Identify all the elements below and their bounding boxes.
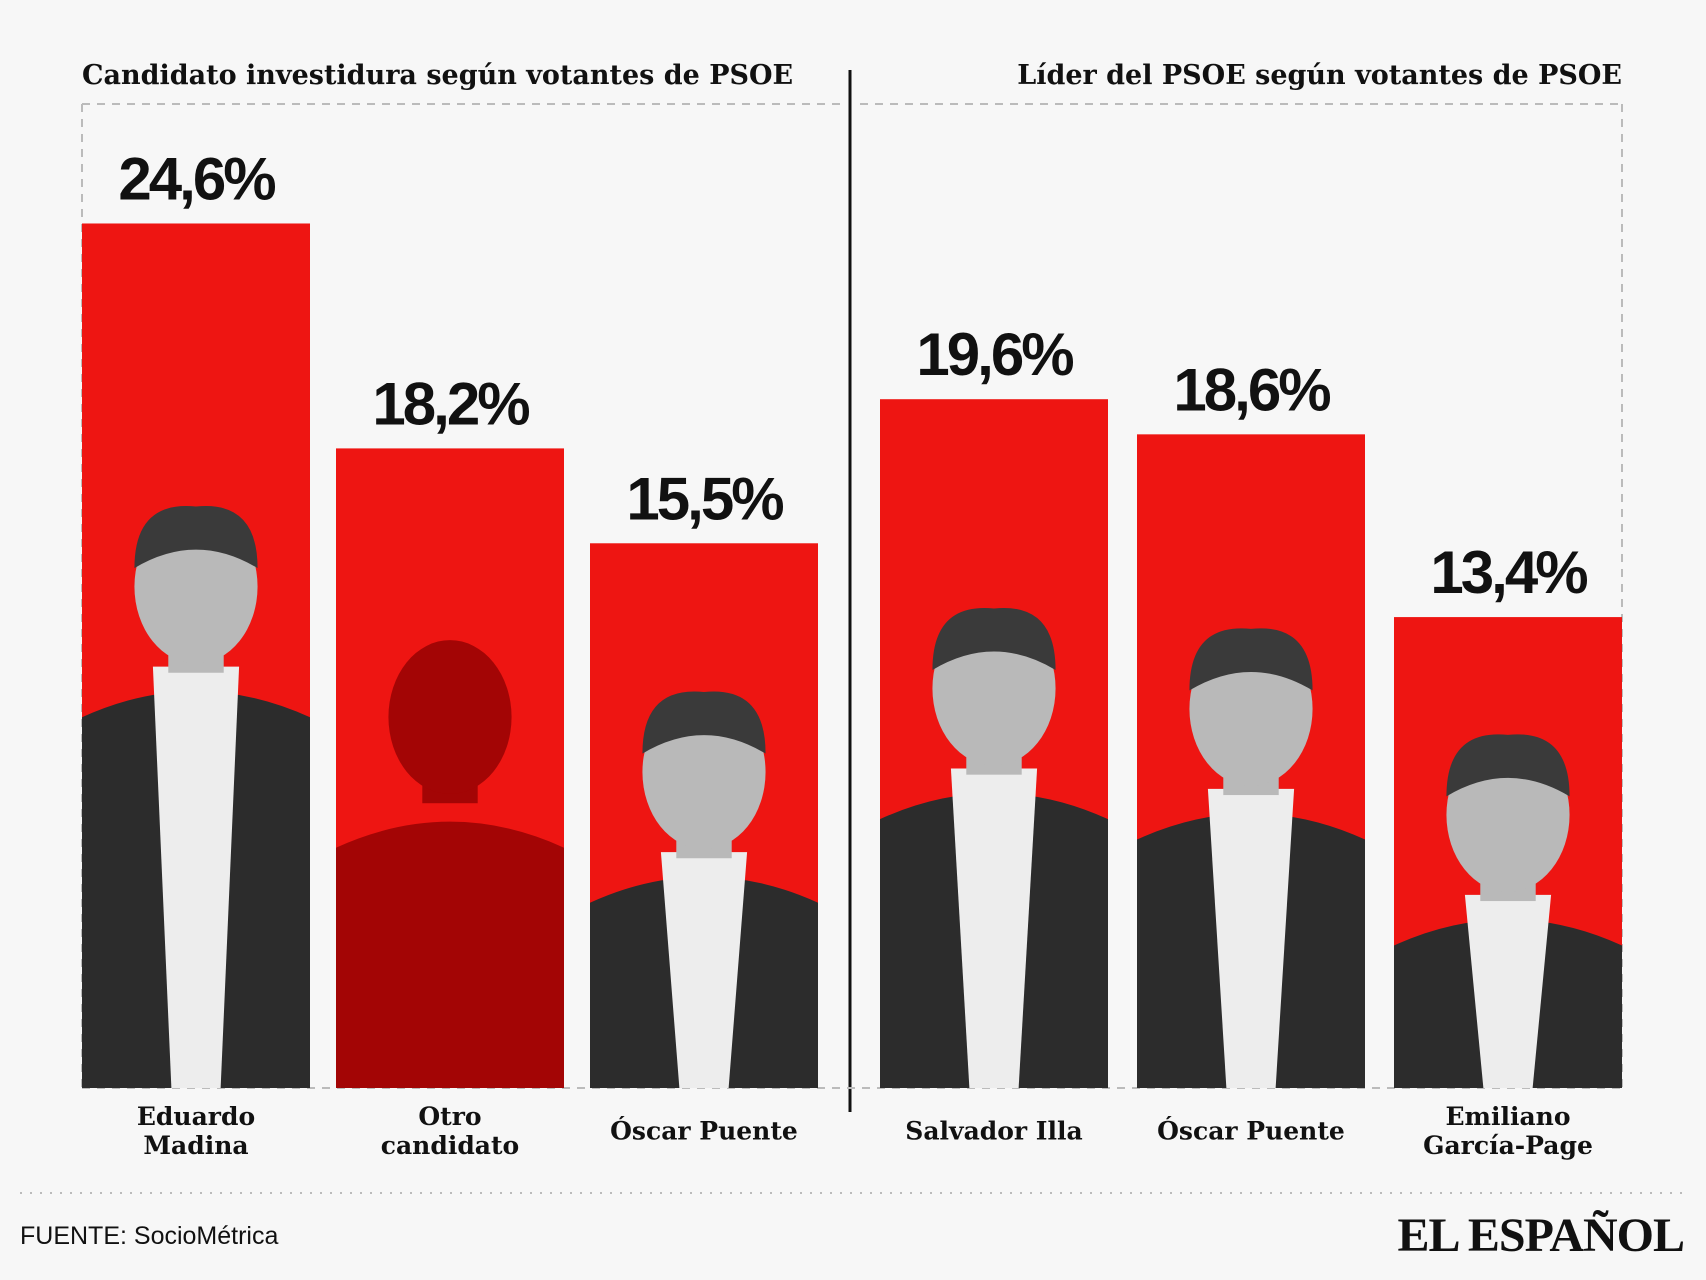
- photo: [590, 691, 818, 1088]
- photo-hair: [134, 506, 258, 569]
- panel-title: Candidato investidura según votantes de …: [82, 60, 793, 91]
- source: FUENTE: SocioMétrica: [20, 1222, 279, 1250]
- category-label: Óscar Puente: [1157, 1116, 1345, 1146]
- photo-hair: [1189, 628, 1313, 691]
- category-label: Óscar Puente: [610, 1116, 798, 1146]
- photo-head: [388, 640, 512, 794]
- value-label: 13,4%: [1430, 539, 1587, 606]
- photo-shirt: [1207, 788, 1295, 1088]
- value-label: 18,2%: [372, 370, 529, 437]
- photo-shirt: [152, 666, 240, 1088]
- photo: [82, 506, 310, 1088]
- photo-shirt: [1464, 894, 1552, 1088]
- value-label: 18,6%: [1173, 356, 1330, 423]
- photo-hair: [1446, 734, 1570, 797]
- photo: [336, 640, 564, 1088]
- category-label: Otro candidato: [380, 1102, 520, 1160]
- category-label: Emiliano García-Page: [1423, 1102, 1593, 1160]
- logo: EL ESPAÑOL: [1397, 1209, 1685, 1262]
- photo-body: [336, 821, 564, 1088]
- photo: [1137, 628, 1365, 1088]
- category-label: Eduardo Madina: [136, 1102, 256, 1160]
- panel-title: Líder del PSOE según votantes de PSOE: [1017, 60, 1622, 91]
- value-label: 15,5%: [626, 465, 783, 532]
- value-label: 19,6%: [916, 321, 1073, 388]
- photo: [880, 607, 1108, 1088]
- photo-hair: [642, 691, 766, 754]
- photo-hair: [932, 607, 1056, 671]
- photo: [1394, 734, 1622, 1088]
- photo-shirt: [660, 852, 748, 1088]
- value-label: 24,6%: [118, 145, 275, 212]
- photo-shirt: [950, 768, 1038, 1088]
- category-label: Salvador Illa: [905, 1116, 1083, 1146]
